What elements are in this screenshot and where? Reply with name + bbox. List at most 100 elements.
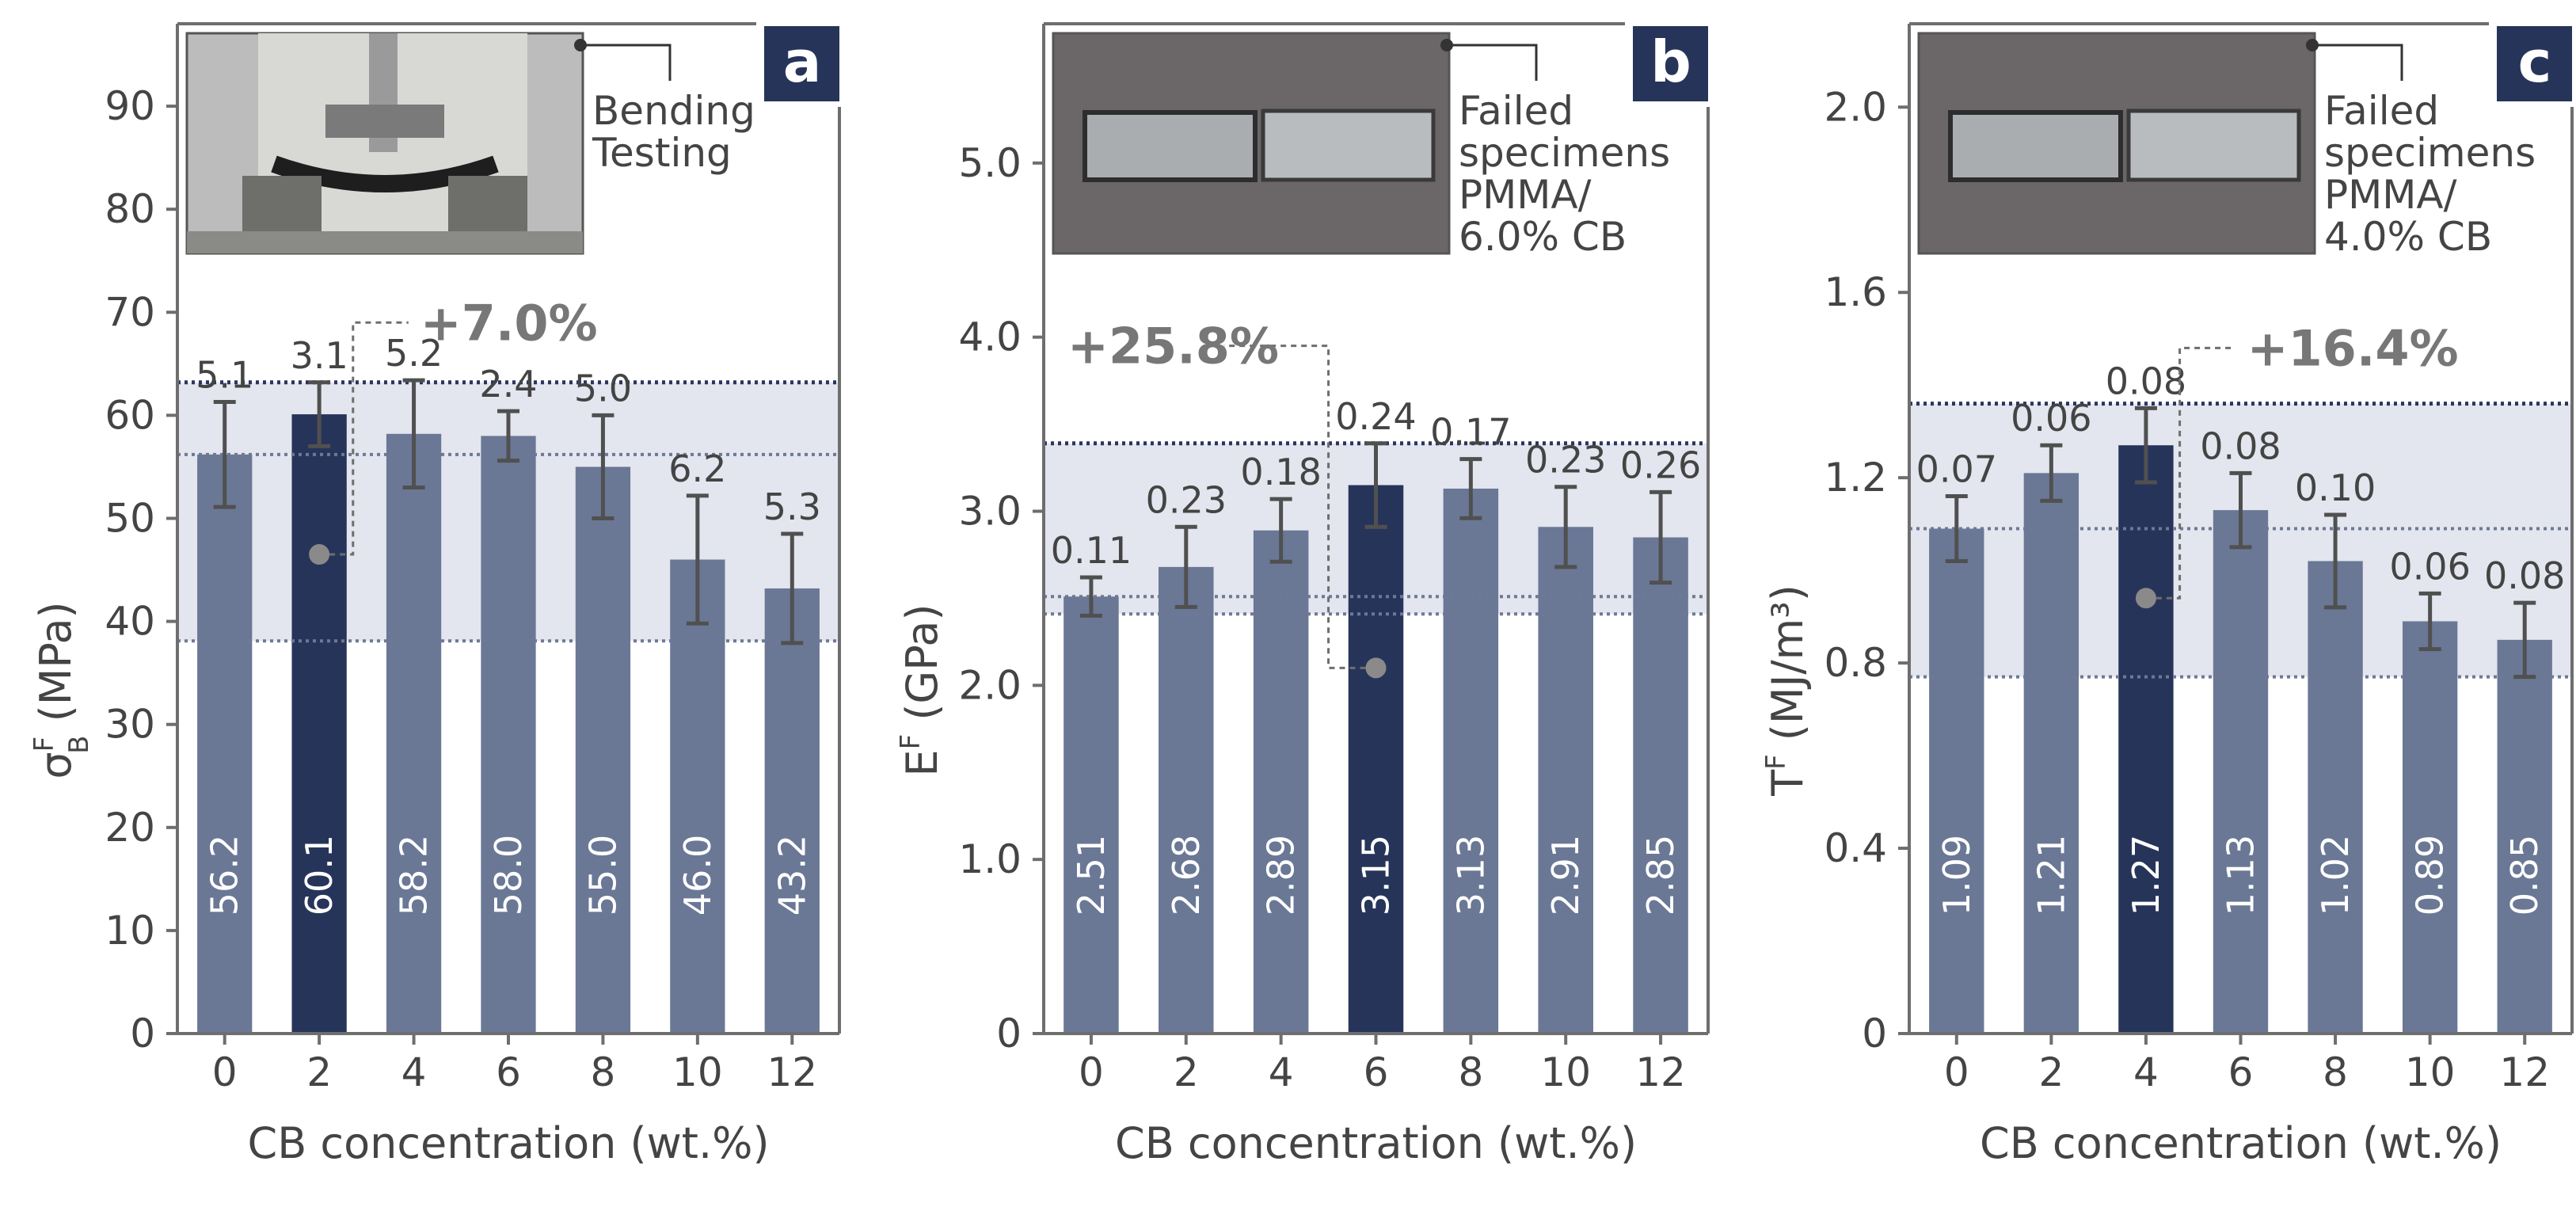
photo-leader-dot (2306, 39, 2319, 51)
panel-tag: c (2497, 26, 2572, 101)
increase-marker (1365, 657, 1387, 679)
error-bar-4 (1269, 497, 1292, 564)
increase-annotation: +25.8% (1067, 318, 1387, 679)
y-tick-label-7: 70 (105, 289, 155, 335)
y-axis-sup: F (1760, 754, 1792, 770)
panel-tag: b (1633, 26, 1708, 101)
bar-4 (1253, 530, 1309, 1034)
error-label-10: 6.2 (668, 447, 726, 490)
bar-value-label-2: 60.1 (298, 835, 341, 916)
bar-2 (2023, 473, 2079, 1034)
photo-base (187, 231, 583, 253)
photo-specimen-right (2126, 109, 2301, 182)
x-axis-label: CB concentration (wt.%) (1980, 1118, 2502, 1168)
bar-12 (2497, 639, 2552, 1034)
bar-value-label-8: 55.0 (581, 835, 624, 916)
increase-bracket (1223, 345, 1376, 669)
y-tick-label-2: 2.0 (958, 662, 1022, 708)
bar-value-label-8: 3.13 (1449, 835, 1492, 916)
panel-tag-letter: c (2518, 29, 2552, 95)
photo-caption-line-3: 4.0% CB (2324, 214, 2492, 260)
x-tick-label-10: 10 (672, 1049, 723, 1095)
error-bar-6 (1364, 441, 1387, 529)
y-tick-label-8: 80 (105, 186, 155, 232)
error-label-10: 0.23 (1525, 439, 1606, 482)
bar-8 (1443, 488, 1499, 1034)
x-tick-label-4: 4 (2133, 1049, 2159, 1095)
y-axis-unit: (MPa) (31, 601, 81, 735)
y-axis-symbol: E (897, 749, 947, 776)
bar-8 (2308, 561, 2363, 1034)
increase-annotation: +16.4% (2135, 319, 2459, 609)
increase-annotation: +7.0% (309, 294, 598, 565)
increase-label: +7.0% (420, 294, 598, 352)
error-bar-6 (2229, 470, 2252, 550)
x-tick-label-4: 4 (401, 1049, 427, 1095)
error-label-6: 0.08 (2200, 425, 2281, 467)
bar-value-label-10: 0.89 (2409, 835, 2452, 916)
bar-0 (197, 454, 253, 1034)
bar-value-label-4: 2.89 (1260, 835, 1303, 916)
x-tick-label-0: 0 (212, 1049, 238, 1095)
y-axis-symbol: σ (31, 752, 81, 779)
photo-caption-line-1: Testing (592, 130, 732, 176)
y-tick-label-0: 0 (1862, 1011, 1887, 1057)
bar-value-label-4: 58.2 (393, 835, 436, 916)
photo-caption-line-1: specimens (2324, 130, 2536, 176)
bar-value-label-2: 2.68 (1165, 835, 1208, 916)
error-bar-6 (497, 409, 519, 463)
error-bar-12 (2513, 600, 2536, 680)
bar-6 (1348, 485, 1404, 1034)
error-bar-8 (2324, 512, 2347, 610)
x-tick-label-12: 12 (1635, 1049, 1686, 1095)
y-axis-symbol: T (1763, 769, 1813, 797)
x-tick-label-0: 0 (1944, 1049, 1969, 1095)
y-tick-label-1: 1.0 (958, 836, 1022, 882)
error-label-8: 0.10 (2295, 466, 2376, 509)
y-axis-label: TF (MJ/m³) (1760, 584, 1813, 797)
error-label-8: 0.17 (1430, 411, 1511, 454)
x-tick-label-6: 6 (496, 1049, 521, 1095)
y-axis-unit: (GPa) (897, 604, 947, 733)
x-tick-label-6: 6 (2228, 1049, 2254, 1095)
y-axis-label: σF B (MPa) (29, 601, 95, 779)
increase-marker (2135, 588, 2156, 609)
y-tick-label-3: 30 (105, 702, 155, 748)
bar-12 (1633, 537, 1688, 1034)
y-tick-label-0: 0 (996, 1011, 1022, 1057)
x-tick-label-2: 2 (1174, 1049, 1199, 1095)
y-tick-label-2: 0.8 (1824, 640, 1887, 686)
bar-value-label-10: 2.91 (1544, 835, 1587, 916)
error-label-6: 0.24 (1335, 395, 1416, 438)
x-tick-label-10: 10 (1540, 1049, 1591, 1095)
y-tick-label-1: 10 (105, 908, 155, 954)
y-tick-label-6: 60 (105, 392, 155, 438)
panel-a: 5.1 3.1 5.2 2.4 5.0 6.2 5.3 56.2 60.1 58.2 58.0 55.… (29, 22, 841, 1168)
y-tick-label-5: 5.0 (958, 140, 1022, 186)
panel-b: 0.11 0.23 0.18 0.24 0.17 0.23 0.26 2.51 2.68 2.89… (895, 22, 1710, 1168)
error-label-4: 0.18 (1240, 451, 1321, 493)
panel-tag-box (764, 26, 839, 101)
y-tick-label-3: 3.0 (958, 489, 1022, 535)
y-axis-sup: F (29, 737, 60, 752)
bar-4 (386, 433, 442, 1034)
bar-6 (2213, 510, 2269, 1034)
error-label-4: 0.08 (2106, 360, 2186, 402)
bar-value-label-6: 1.13 (2220, 835, 2262, 916)
increase-label: +16.4% (2247, 319, 2459, 377)
bar-value-label-12: 0.85 (2503, 835, 2546, 916)
bar-value-label-6: 3.15 (1355, 835, 1398, 916)
bar-value-label-6: 58.0 (487, 835, 530, 916)
error-bar-12 (1649, 489, 1672, 585)
error-bar-2 (2040, 443, 2063, 503)
error-label-0: 5.1 (196, 353, 253, 396)
bar-value-label-2: 1.21 (2030, 835, 2072, 916)
y-tick-label-5: 50 (105, 495, 155, 541)
y-tick-label-2: 20 (105, 805, 155, 851)
photo-caption-line-3: 6.0% CB (1459, 214, 1627, 260)
error-bar-8 (592, 413, 615, 520)
y-tick-label-4: 1.6 (1824, 269, 1887, 315)
x-tick-label-4: 4 (1269, 1049, 1294, 1095)
bar-value-label-4: 1.27 (2125, 835, 2167, 916)
